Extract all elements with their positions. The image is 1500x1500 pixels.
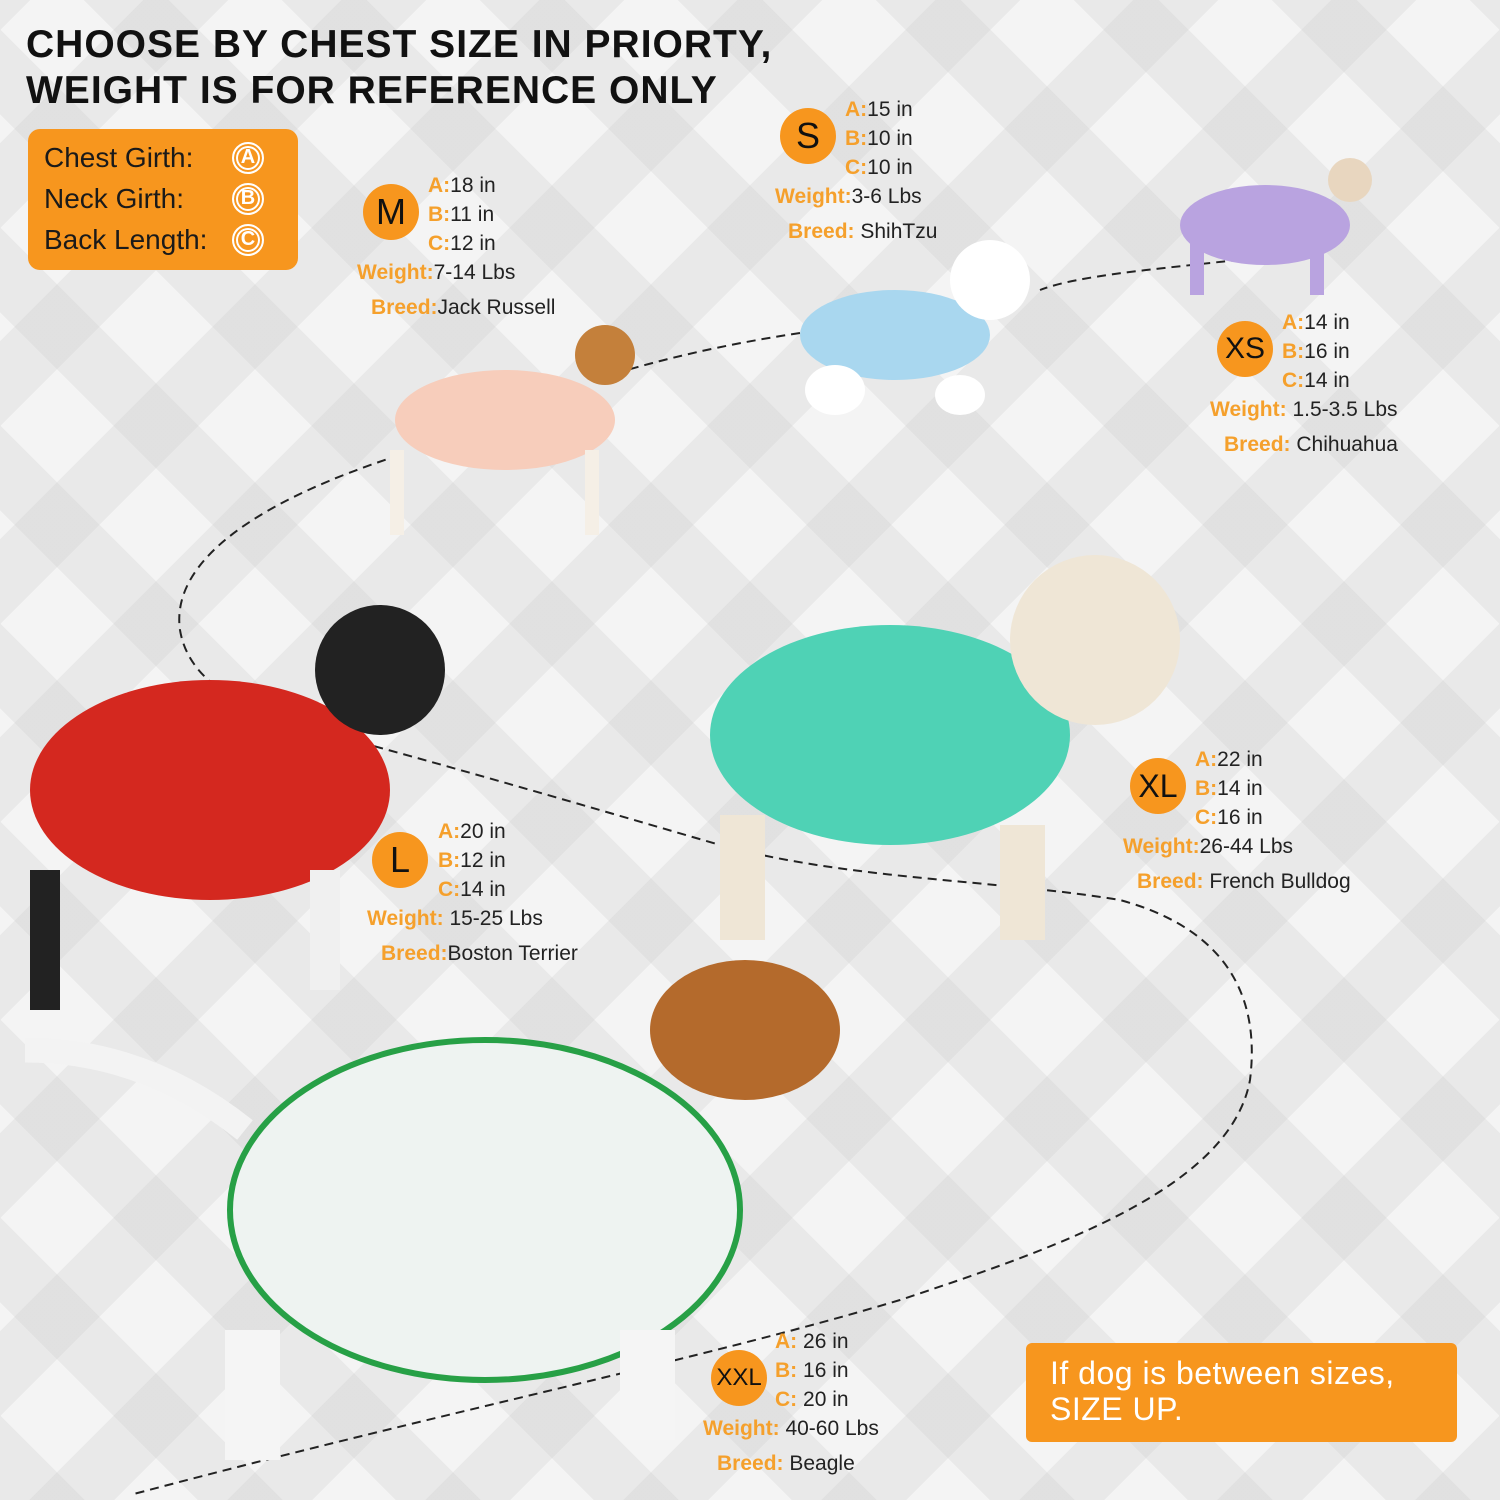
french-bulldog-dog-image bbox=[710, 555, 1180, 940]
label-c: C: bbox=[775, 1388, 798, 1411]
page-title: CHOOSE BY CHEST SIZE IN PRIORTY, WEIGHT … bbox=[26, 22, 772, 114]
chihuahua-dog-image bbox=[1180, 158, 1372, 295]
circled-letter-icon: B bbox=[232, 182, 264, 215]
label-breed: Breed: bbox=[1224, 433, 1291, 456]
neck-value: 16 in bbox=[803, 1359, 849, 1382]
measurement-legend: Chest Girth: A Neck Girth: B Back Length: C bbox=[28, 129, 298, 270]
back-value: 16 in bbox=[1217, 806, 1263, 829]
weight-value: 3-6 Lbs bbox=[851, 185, 922, 208]
weight-value: 7-14 Lbs bbox=[433, 261, 516, 284]
title-line-2: WEIGHT IS FOR REFERENCE ONLY bbox=[26, 69, 718, 112]
breed-value: Jack Russell bbox=[437, 296, 556, 319]
weight-value: 1.5-3.5 Lbs bbox=[1292, 398, 1398, 421]
neck-value: 12 in bbox=[460, 849, 506, 872]
title-line-1: CHOOSE BY CHEST SIZE IN PRIORTY, bbox=[26, 23, 773, 66]
label-c: C: bbox=[428, 232, 451, 255]
label-breed: Breed: bbox=[717, 1452, 784, 1475]
neck-value: 10 in bbox=[867, 127, 913, 150]
label-weight: Weight: bbox=[367, 907, 444, 930]
tip-line-1: If dog is between sizes, bbox=[1050, 1355, 1395, 1391]
weight-value: 40-60 Lbs bbox=[785, 1417, 879, 1440]
breed-value: French Bulldog bbox=[1209, 870, 1351, 893]
label-breed: Breed: bbox=[371, 296, 438, 319]
size-up-tip: If dog is between sizes, SIZE UP. bbox=[1026, 1343, 1457, 1442]
back-value: 14 in bbox=[460, 878, 506, 901]
chest-value: 14 in bbox=[1304, 311, 1350, 334]
label-a: A: bbox=[775, 1330, 798, 1353]
neck-value: 14 in bbox=[1217, 777, 1263, 800]
breed-value: ShihTzu bbox=[860, 220, 938, 243]
label-weight: Weight: bbox=[1123, 835, 1200, 858]
boston-terrier-dog-image bbox=[30, 605, 445, 1010]
tip-line-2: SIZE UP. bbox=[1050, 1391, 1184, 1427]
chest-value: 20 in bbox=[460, 820, 506, 843]
label-a: A: bbox=[1282, 311, 1305, 334]
label-c: C: bbox=[845, 156, 868, 179]
breed-value: Chihuahua bbox=[1296, 433, 1398, 456]
label-a: A: bbox=[1195, 748, 1218, 771]
circled-letter-icon: A bbox=[232, 141, 264, 174]
label-weight: Weight: bbox=[1210, 398, 1287, 421]
label-weight: Weight: bbox=[357, 261, 434, 284]
label-breed: Breed: bbox=[1137, 870, 1204, 893]
chest-value: 15 in bbox=[867, 98, 913, 121]
neck-value: 11 in bbox=[450, 203, 495, 226]
label-breed: Breed: bbox=[788, 220, 855, 243]
label-a: A: bbox=[428, 174, 451, 197]
size-badge: M bbox=[363, 184, 419, 240]
shihtzu-dog-image bbox=[800, 240, 1030, 415]
back-value: 20 in bbox=[803, 1388, 849, 1411]
label-a: A: bbox=[438, 820, 461, 843]
size-badge: XXL bbox=[711, 1350, 767, 1406]
legend-label: Chest Girth: bbox=[44, 142, 194, 173]
size-badge: XS bbox=[1217, 321, 1273, 377]
chest-value: 26 in bbox=[803, 1330, 849, 1353]
weight-value: 26-44 Lbs bbox=[1199, 835, 1294, 858]
back-value: 12 in bbox=[450, 232, 496, 255]
back-value: 10 in bbox=[867, 156, 913, 179]
size-badge: S bbox=[780, 108, 836, 164]
label-c: C: bbox=[1195, 806, 1218, 829]
breed-value: Beagle bbox=[789, 1452, 855, 1475]
breed-value: Boston Terrier bbox=[447, 942, 578, 965]
weight-value: 15-25 Lbs bbox=[449, 907, 543, 930]
legend-label: Back Length: bbox=[44, 224, 208, 255]
label-b: B: bbox=[1282, 340, 1305, 363]
label-c: C: bbox=[1282, 369, 1305, 392]
label-a: A: bbox=[845, 98, 868, 121]
jack-russell-dog-image bbox=[390, 325, 635, 535]
size-badge: L bbox=[372, 832, 428, 888]
legend-chest: Chest Girth: A bbox=[44, 137, 282, 178]
label-c: C: bbox=[438, 878, 461, 901]
label-weight: Weight: bbox=[703, 1417, 780, 1440]
label-b: B: bbox=[428, 203, 451, 226]
back-value: 14 in bbox=[1304, 369, 1350, 392]
legend-neck: Neck Girth: B bbox=[44, 178, 282, 219]
beagle-dog-image bbox=[25, 960, 840, 1460]
label-breed: Breed: bbox=[381, 942, 448, 965]
chest-value: 22 in bbox=[1217, 748, 1263, 771]
neck-value: 16 in bbox=[1304, 340, 1350, 363]
legend-label: Neck Girth: bbox=[44, 183, 185, 214]
label-b: B: bbox=[438, 849, 461, 872]
label-b: B: bbox=[1195, 777, 1218, 800]
circled-letter-icon: C bbox=[232, 223, 264, 256]
label-b: B: bbox=[775, 1359, 798, 1382]
chest-value: 18 in bbox=[450, 174, 496, 197]
label-weight: Weight: bbox=[775, 185, 852, 208]
legend-back: Back Length: C bbox=[44, 219, 282, 260]
label-b: B: bbox=[845, 127, 868, 150]
size-badge: XL bbox=[1130, 758, 1186, 814]
